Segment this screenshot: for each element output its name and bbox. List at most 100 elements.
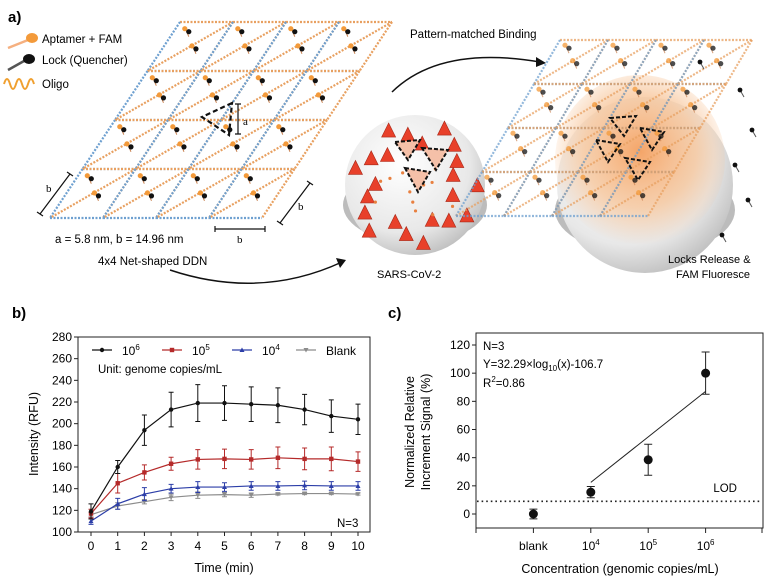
bound-complex bbox=[455, 38, 753, 273]
spike-protein bbox=[398, 225, 414, 241]
svg-text:Aptamer + FAM: Aptamer + FAM bbox=[42, 34, 122, 46]
data-point bbox=[195, 400, 200, 406]
error-bar bbox=[88, 517, 94, 525]
fam-dot bbox=[235, 26, 241, 32]
error-bar bbox=[328, 399, 334, 433]
y-tick-label-b: 200 bbox=[52, 417, 72, 431]
quencher-dot bbox=[181, 144, 187, 150]
spike-protein bbox=[359, 188, 375, 204]
fam-dot bbox=[149, 75, 155, 81]
error-bar bbox=[168, 456, 174, 471]
quencher-dot bbox=[610, 133, 616, 139]
dna-helix-edge bbox=[503, 171, 531, 217]
svg-text:b: b bbox=[298, 201, 304, 213]
orange-particle bbox=[430, 180, 434, 185]
orange-particle bbox=[450, 204, 455, 208]
fam-dot bbox=[295, 43, 301, 49]
quencher-dot bbox=[536, 177, 542, 183]
error-bar bbox=[88, 512, 94, 518]
error-bar bbox=[195, 491, 201, 499]
quencher-dot bbox=[206, 78, 212, 84]
legend-label: 106 bbox=[122, 343, 140, 358]
data-point bbox=[222, 492, 227, 498]
quencher-dot bbox=[514, 133, 520, 139]
fam-dot bbox=[124, 141, 130, 147]
spike-protein bbox=[424, 211, 440, 227]
fam-dot bbox=[308, 75, 314, 81]
quencher-dot bbox=[570, 149, 576, 155]
quencher-dot bbox=[548, 105, 554, 111]
error-bar bbox=[275, 446, 281, 470]
quencher-dot bbox=[596, 105, 602, 111]
data-point bbox=[115, 501, 121, 506]
lock-icon bbox=[7, 59, 25, 72]
orange-particle bbox=[401, 171, 405, 175]
quencher-dot bbox=[88, 176, 94, 182]
dimension-b-bottom: b bbox=[214, 226, 266, 246]
data-point bbox=[302, 407, 307, 412]
fam-dot bbox=[714, 58, 720, 64]
error-bar bbox=[328, 446, 334, 472]
x-tick-label-b: 4 bbox=[194, 539, 201, 553]
spike-protein bbox=[449, 152, 465, 168]
error-bar bbox=[168, 483, 174, 494]
quencher-dot bbox=[592, 193, 598, 199]
dna-helix-edge bbox=[673, 127, 701, 173]
data-point bbox=[88, 518, 94, 524]
fam-dot bbox=[584, 86, 590, 92]
ddn-net bbox=[49, 20, 393, 220]
fam-dot bbox=[262, 92, 269, 98]
dna-helix-edge bbox=[187, 119, 222, 170]
x-tick-label-b: 10 bbox=[351, 539, 365, 553]
y-tick-label-b: 100 bbox=[52, 525, 72, 539]
error-bar-c bbox=[529, 508, 538, 520]
quencher-dot bbox=[618, 149, 624, 155]
fam-dot bbox=[492, 190, 498, 196]
fam-dot bbox=[223, 124, 229, 130]
released-lock bbox=[749, 127, 755, 133]
x-tick-label-b: 6 bbox=[248, 539, 255, 553]
data-point-c bbox=[528, 509, 538, 519]
error-bar bbox=[355, 403, 361, 435]
quencher-dot bbox=[692, 105, 698, 111]
released-lock bbox=[697, 59, 703, 65]
quencher-dot bbox=[299, 46, 305, 52]
y-tick-label-b: 240 bbox=[52, 373, 72, 387]
quencher-dot bbox=[254, 193, 261, 199]
error-bar bbox=[195, 481, 201, 493]
y-tick-label-b: 260 bbox=[52, 352, 72, 366]
spike-protein bbox=[441, 212, 457, 228]
data-point bbox=[222, 400, 227, 406]
error-bar bbox=[115, 460, 121, 474]
legend-item-1: 105 bbox=[162, 343, 210, 358]
x-tick-label-b: 1 bbox=[114, 539, 121, 553]
quencher-dot bbox=[292, 29, 298, 35]
data-point-c bbox=[643, 455, 653, 465]
orange-particle bbox=[373, 200, 377, 204]
dna-helix-edge bbox=[81, 119, 116, 170]
error-bar bbox=[248, 481, 254, 491]
quencher-dot bbox=[710, 45, 716, 51]
svg-text:b: b bbox=[237, 234, 243, 246]
fam-dot bbox=[230, 141, 236, 147]
error-bar bbox=[275, 481, 281, 491]
y-tick-label-b: 120 bbox=[52, 503, 72, 517]
data-point bbox=[239, 347, 245, 352]
quencher-dot bbox=[201, 193, 208, 199]
fit-line bbox=[590, 391, 706, 483]
quencher-dot bbox=[141, 176, 147, 182]
released-locks bbox=[697, 59, 757, 243]
dna-helix-edge bbox=[555, 83, 583, 129]
quencher-dot bbox=[239, 29, 245, 35]
data-point bbox=[115, 504, 121, 509]
x-tick-label-b: 5 bbox=[221, 539, 228, 553]
fam-dot bbox=[532, 174, 538, 180]
series-10^4 bbox=[88, 480, 361, 525]
fam-dot bbox=[640, 102, 646, 108]
fam-dot bbox=[288, 26, 294, 32]
data-point bbox=[115, 481, 120, 486]
dimension-a: a bbox=[199, 101, 248, 137]
fam-dot bbox=[570, 58, 576, 64]
data-point bbox=[249, 457, 254, 462]
quencher-dot bbox=[614, 45, 620, 51]
